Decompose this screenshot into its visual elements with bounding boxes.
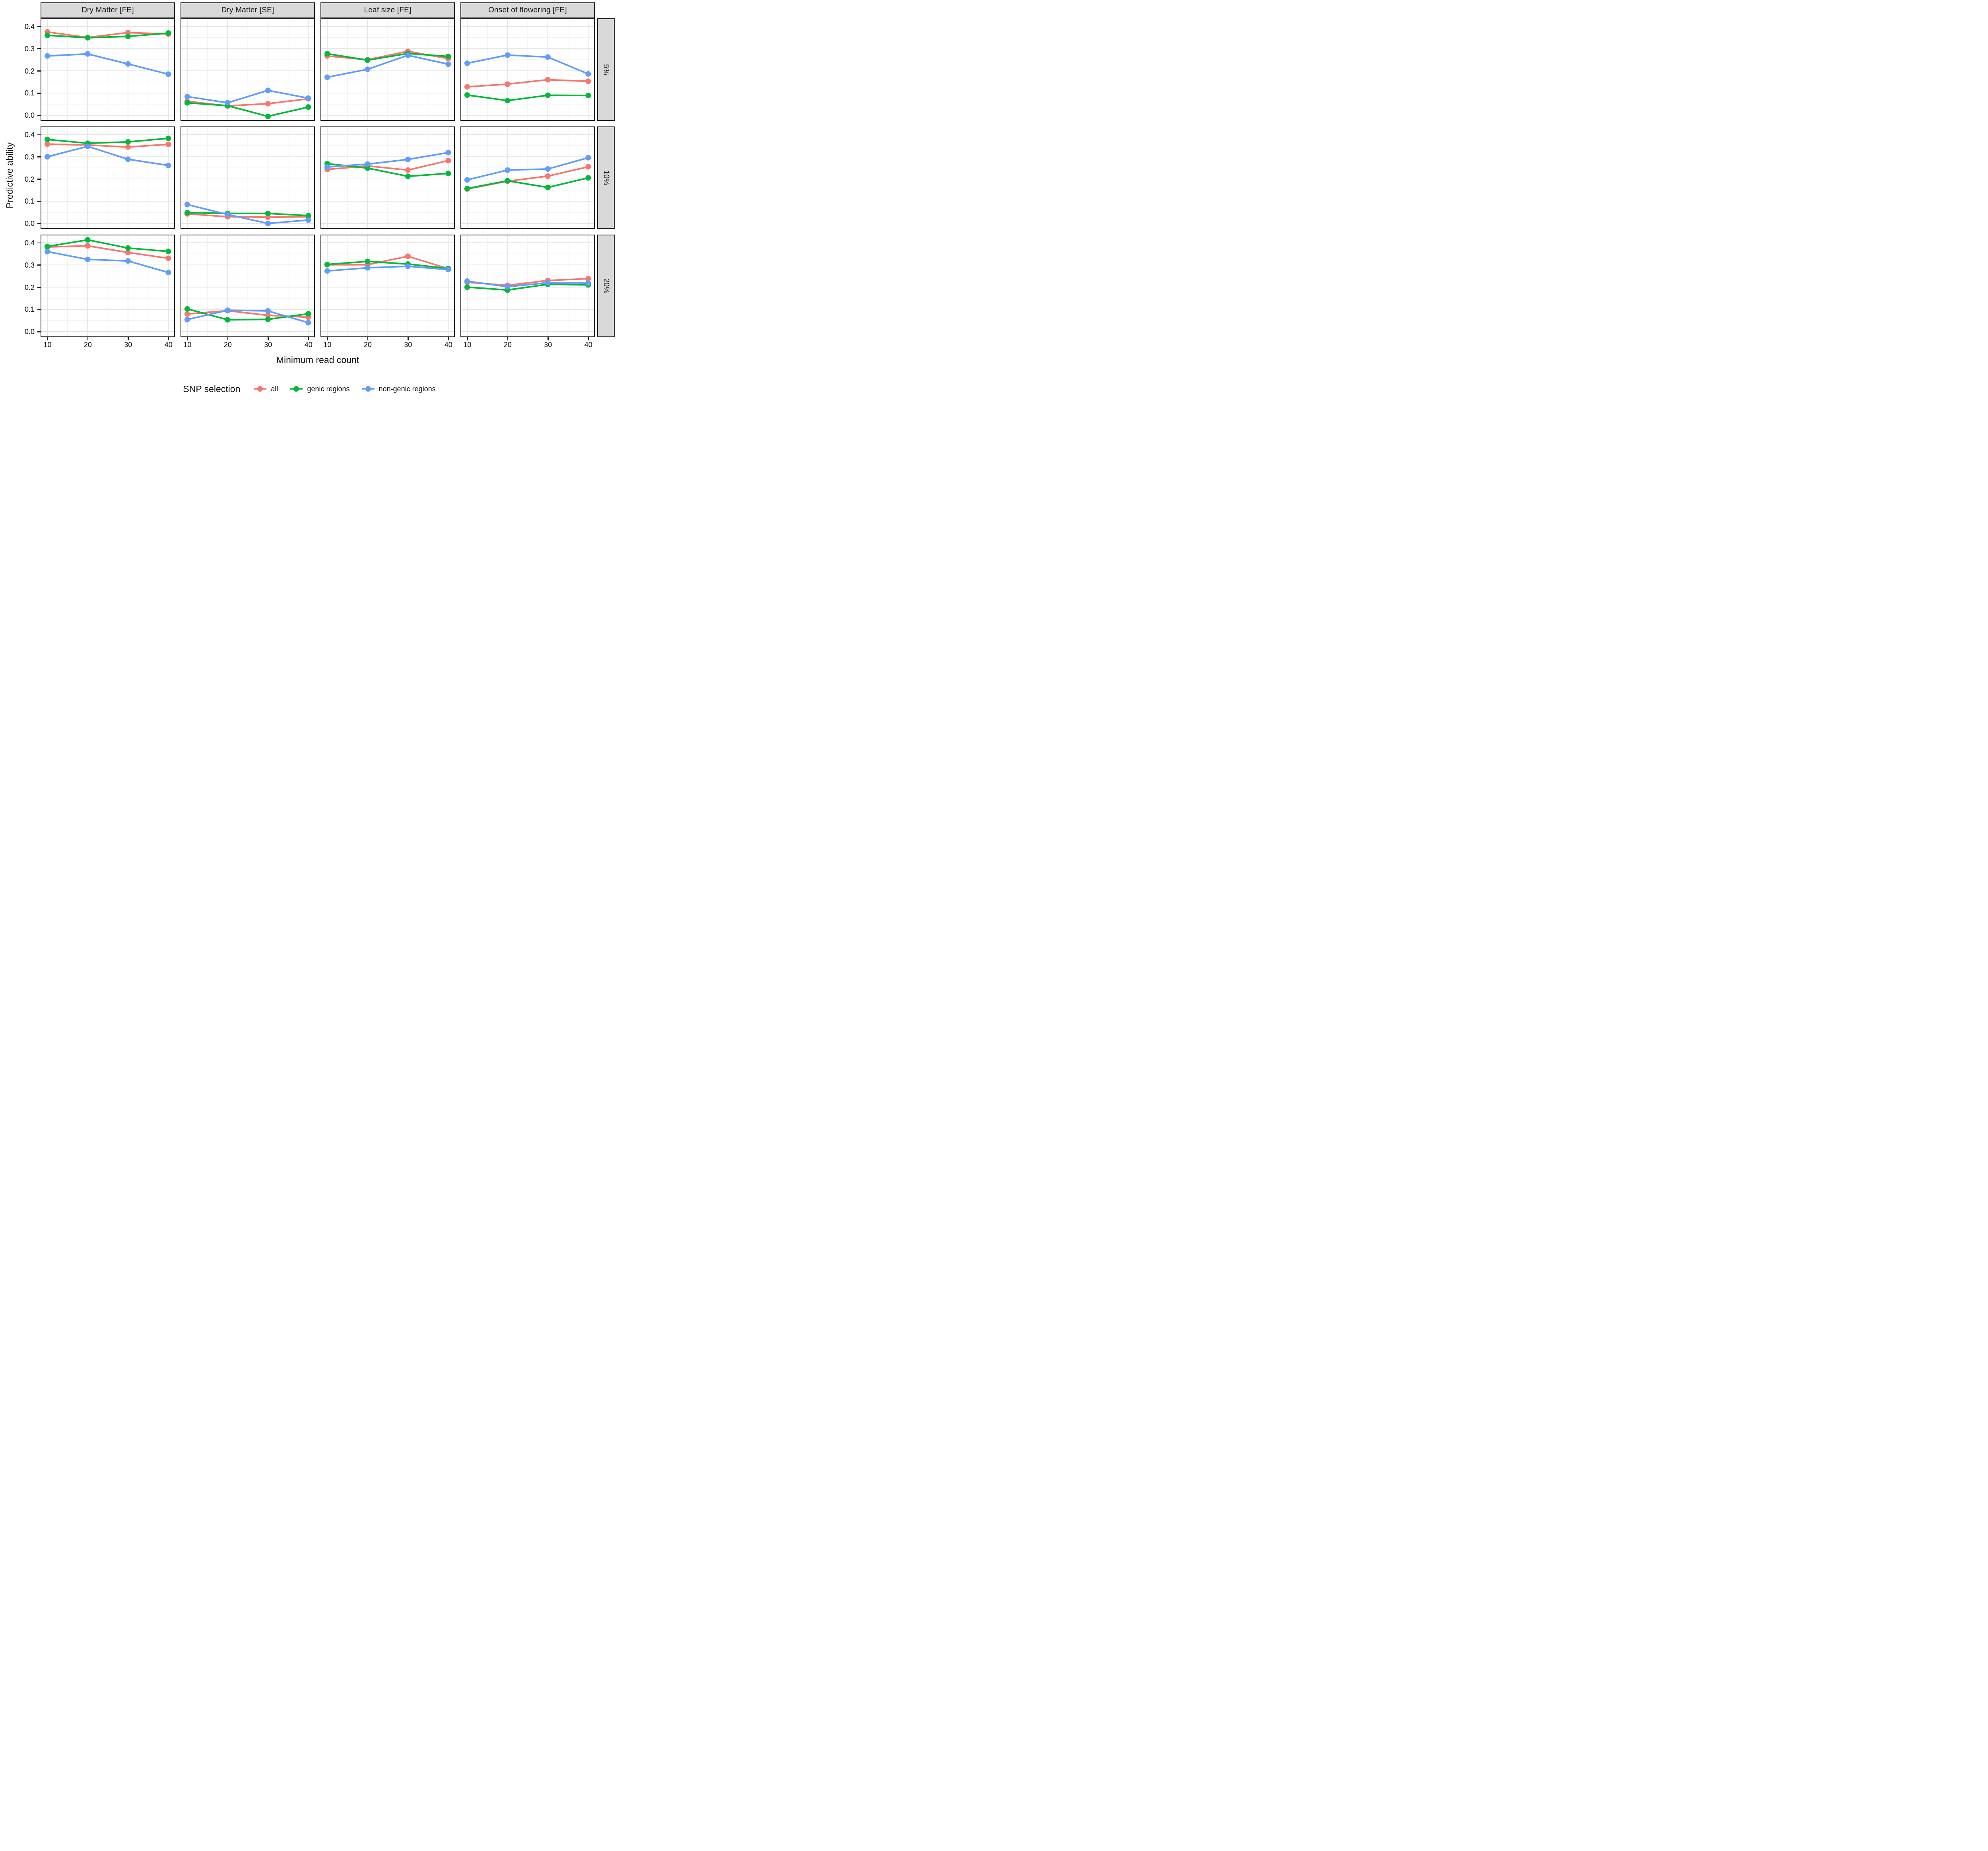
x-tick-label: 10 (323, 341, 332, 349)
y-tick-mark (37, 156, 41, 157)
facet-panel (320, 126, 455, 229)
x-tick-mark (507, 337, 509, 340)
x-tick-label: 30 (544, 341, 552, 349)
x-tick-label: 10 (43, 341, 52, 349)
y-tick-mark (37, 48, 41, 49)
x-tick-label: 40 (444, 341, 452, 349)
x-tick-label: 40 (304, 341, 313, 349)
y-tick-label: 0.3 (24, 261, 35, 269)
x-tick-mark (227, 337, 229, 340)
line-point-key-icon (361, 385, 375, 393)
y-tick-mark (37, 115, 41, 116)
y-tick-mark (37, 134, 41, 136)
x-tick-mark (467, 337, 468, 340)
y-tick-mark (37, 70, 41, 72)
x-axis-ticks: 10 20 30 40 (320, 337, 455, 351)
legend-item-non-genic-regions: non-genic regions (361, 385, 436, 393)
y-axis-ticks: 0.4 0.3 0.2 0.1 0.0 (4, 126, 41, 229)
legend-title: SNP selection (183, 383, 241, 394)
y-tick-mark (37, 223, 41, 224)
facet-column-header: Leaf size [FE] (320, 2, 455, 18)
y-tick-label: 0.2 (24, 67, 35, 75)
y-tick-label: 0.1 (24, 197, 35, 206)
y-tick-mark (37, 93, 41, 94)
y-tick-label: 0.3 (24, 45, 35, 53)
x-tick-mark (448, 337, 449, 340)
y-tick-label: 0.2 (24, 283, 35, 291)
x-axis-ticks: 10 20 30 40 (41, 337, 175, 351)
y-axis-ticks: 0.4 0.3 0.2 0.1 0.0 (4, 235, 41, 337)
x-tick-mark (47, 337, 48, 340)
facet-grid: Predictive ability Dry Matter [FE] Dry M… (0, 0, 619, 404)
facet-column-header: Dry Matter [FE] (41, 2, 175, 18)
y-tick-label: 0.4 (24, 239, 35, 247)
line-point-key-icon (289, 385, 303, 393)
facet-panel (181, 18, 315, 121)
y-tick-label: 0.0 (24, 111, 35, 120)
facet-panel (41, 235, 175, 337)
x-tick-mark (168, 337, 169, 340)
facet-panel (460, 235, 595, 337)
facet-panel (460, 126, 595, 229)
x-axis-ticks: 10 20 30 40 (181, 337, 315, 351)
x-axis-ticks: 10 20 30 40 (460, 337, 595, 351)
line-point-key-icon (253, 385, 267, 393)
facet-panel (320, 235, 455, 337)
x-tick-mark (588, 337, 589, 340)
x-tick-label: 20 (503, 341, 512, 349)
x-tick-mark (327, 337, 328, 340)
y-tick-label: 0.4 (24, 22, 35, 31)
x-tick-mark (187, 337, 188, 340)
legend-item-genic-regions: genic regions (289, 385, 350, 393)
y-tick-mark (37, 26, 41, 27)
facet-panel (41, 126, 175, 229)
y-tick-mark (37, 179, 41, 180)
faceted-line-chart: Predictive ability Dry Matter [FE] Dry M… (0, 0, 619, 405)
x-tick-label: 40 (584, 341, 592, 349)
x-tick-label: 30 (124, 341, 132, 349)
x-tick-label: 20 (83, 341, 92, 349)
y-tick-mark (37, 331, 41, 332)
x-tick-label: 40 (164, 341, 173, 349)
x-tick-label: 10 (183, 341, 192, 349)
chart-legend: SNP selection all genic regions non-geni… (4, 376, 615, 402)
y-tick-mark (37, 201, 41, 202)
y-tick-mark (37, 242, 41, 244)
x-tick-mark (547, 337, 549, 340)
facet-column-header: Dry Matter [SE] (181, 2, 315, 18)
y-tick-label: 0.1 (24, 305, 35, 314)
y-tick-label: 0.4 (24, 130, 35, 139)
facet-panel (460, 18, 595, 121)
x-tick-mark (127, 337, 129, 340)
x-tick-label: 30 (264, 341, 272, 349)
x-axis-title: Minimum read count (276, 354, 359, 365)
x-tick-mark (308, 337, 309, 340)
y-tick-label: 0.3 (24, 153, 35, 161)
facet-panel (181, 235, 315, 337)
facet-row-header: 5% (597, 18, 615, 121)
facet-column-header: Onset of flowering [FE] (460, 2, 595, 18)
facet-panel (41, 18, 175, 121)
x-tick-mark (87, 337, 89, 340)
y-tick-mark (37, 264, 41, 266)
y-tick-label: 0.2 (24, 175, 35, 183)
x-tick-label: 10 (463, 341, 472, 349)
y-axis-ticks: 0.4 0.3 0.2 0.1 0.0 (4, 18, 41, 121)
y-tick-label: 0.1 (24, 89, 35, 97)
facet-panel (320, 18, 455, 121)
x-tick-mark (267, 337, 269, 340)
facet-row-header: 10% (597, 126, 615, 229)
facet-panel (181, 126, 315, 229)
x-tick-mark (407, 337, 409, 340)
facet-row-header: 20% (597, 235, 615, 337)
x-tick-mark (367, 337, 369, 340)
y-tick-mark (37, 287, 41, 288)
x-tick-label: 30 (404, 341, 412, 349)
x-tick-label: 20 (363, 341, 372, 349)
y-tick-mark (37, 309, 41, 310)
legend-item-all: all (253, 385, 278, 393)
y-tick-label: 0.0 (24, 219, 35, 228)
x-tick-label: 20 (223, 341, 232, 349)
y-tick-label: 0.0 (24, 328, 35, 336)
